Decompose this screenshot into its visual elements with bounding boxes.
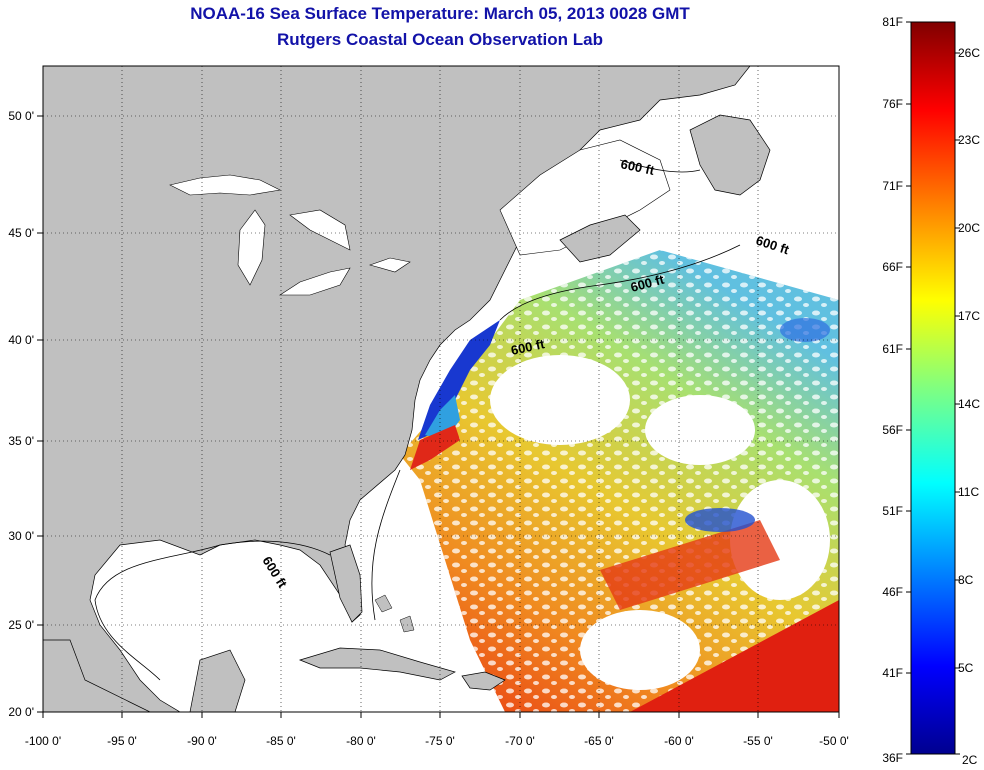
depth-label: 600 ft bbox=[619, 156, 656, 178]
axis-ticks bbox=[37, 115, 840, 718]
lon-tick-label: -75 0' bbox=[425, 734, 455, 748]
map-subtitle: Rutgers Coastal Ocean Observation Lab bbox=[277, 30, 603, 49]
graticule bbox=[43, 66, 839, 712]
lat-tick-label: 35 0' bbox=[8, 434, 34, 448]
sst-swath bbox=[400, 250, 839, 712]
colorbar-f-label: 81F bbox=[882, 15, 903, 29]
depth-label: 600 ft bbox=[510, 336, 547, 358]
lon-tick-label: -55 0' bbox=[743, 734, 773, 748]
colorbar-f-label: 46F bbox=[882, 585, 903, 599]
lat-tick-label: 40 0' bbox=[8, 333, 34, 347]
colorbar-f-label: 71F bbox=[882, 179, 903, 193]
colorbar-f-label: 56F bbox=[882, 423, 903, 437]
map-title: NOAA-16 Sea Surface Temperature: March 0… bbox=[190, 4, 690, 23]
lon-tick-label: -60 0' bbox=[664, 734, 694, 748]
lat-tick-label: 20 0' bbox=[8, 705, 34, 719]
lon-tick-label: -90 0' bbox=[187, 734, 217, 748]
lat-tick-label: 25 0' bbox=[8, 618, 34, 632]
colorbar-f-label: 41F bbox=[882, 666, 903, 680]
colorbar-f-label: 36F bbox=[882, 751, 903, 765]
lon-tick-label: -95 0' bbox=[107, 734, 137, 748]
longitude-labels: -100 0' -95 0' -90 0' -85 0' -80 0' -75 … bbox=[25, 734, 849, 748]
colorbar-f-label: 76F bbox=[882, 97, 903, 111]
lon-tick-label: -85 0' bbox=[266, 734, 296, 748]
colorbar-c-label: 14C bbox=[958, 397, 980, 411]
lat-tick-label: 50 0' bbox=[8, 109, 34, 123]
colorbar-f-label: 61F bbox=[882, 342, 903, 356]
coastal-cold-water bbox=[410, 320, 500, 470]
map-frame bbox=[42, 65, 840, 713]
colorbar-f-label: 66F bbox=[882, 260, 903, 274]
colorbar-gradient bbox=[910, 21, 956, 755]
lat-tick-label: 45 0' bbox=[8, 226, 34, 240]
colorbar-c-label: 11C bbox=[958, 485, 979, 499]
colorbar-c-label: 20C bbox=[958, 221, 980, 235]
lon-tick-label: -100 0' bbox=[25, 734, 61, 748]
colorbar-c-label: 23C bbox=[958, 133, 980, 147]
lon-tick-label: -80 0' bbox=[346, 734, 376, 748]
colorbar-c-label: 26C bbox=[958, 46, 980, 60]
latitude-labels: 50 0' 45 0' 40 0' 35 0' 30 0' 25 0' 20 0… bbox=[8, 109, 34, 719]
lon-tick-label: -65 0' bbox=[584, 734, 614, 748]
land-mass bbox=[43, 66, 771, 712]
colorbar-c-label: 17C bbox=[958, 309, 980, 323]
colorbar-f-label: 51F bbox=[882, 504, 903, 518]
colorbar-c-label: 8C bbox=[958, 573, 974, 587]
lat-tick-label: 30 0' bbox=[8, 529, 34, 543]
depth-contours bbox=[94, 159, 741, 681]
lon-tick-label: -70 0' bbox=[505, 734, 535, 748]
colorbar: 81F 76F 71F 66F 61F 56F 51F 46F 41F 36F … bbox=[882, 15, 980, 767]
colorbar-c-label: 5C bbox=[958, 661, 974, 675]
lon-tick-label: -50 0' bbox=[819, 734, 849, 748]
colorbar-c-label: 2C bbox=[962, 753, 978, 767]
